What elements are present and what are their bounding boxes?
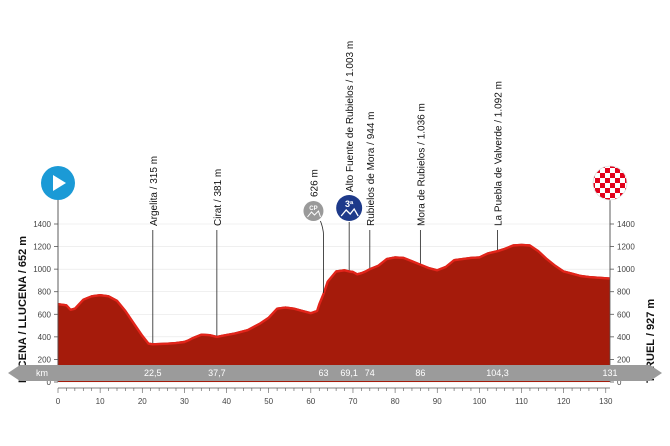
annotation-label: Rubielos de Mora / 944 m (366, 111, 377, 226)
annotation-label: Alto Fuente de Rubielos / 1.003 m (345, 41, 356, 192)
finish-check-square (610, 193, 615, 198)
finish-check-square (595, 178, 600, 183)
finish-check-square (615, 188, 620, 193)
km-marker-label: 22,5 (144, 368, 162, 378)
finish-check-square (593, 183, 595, 188)
annotations: Argelita / 315 m Cirat / 381 m CP 626 m 3ª Al… (149, 41, 504, 344)
finish-check-square (610, 166, 615, 168)
x-tick-label: 40 (222, 397, 231, 406)
finish-check-square (595, 168, 600, 173)
x-tick-label: 60 (306, 397, 315, 406)
x-tick-label: 120 (557, 397, 571, 406)
profile-edge (57, 243, 611, 346)
climb-category-label: 3ª (345, 199, 354, 209)
left-y-axis: 0 200 400 600 800 1000 1200 1400 LUCENA / LLUCEN… (17, 195, 59, 387)
right-y-tick-label: 400 (617, 333, 631, 342)
finish-check-square (593, 193, 595, 198)
finish-check-square (620, 173, 625, 178)
finish-check-square (605, 198, 610, 200)
mountain-icon (307, 210, 321, 218)
left-y-tick-label: 400 (38, 333, 52, 342)
x-tick-label: 70 (349, 397, 358, 406)
finish-check-square (610, 183, 615, 188)
right-y-tick-label: 1000 (617, 265, 635, 274)
finish-check-square (620, 193, 625, 198)
checkered-flag-icon (593, 166, 627, 200)
right-y-tick-label: 800 (617, 288, 631, 297)
x-tick-label: 80 (391, 397, 400, 406)
annotation-label: Cirat / 381 m (213, 169, 224, 226)
km-marker-label: 63 (318, 368, 328, 378)
x-tick-label: 20 (138, 397, 147, 406)
x-tick-label: 110 (515, 397, 528, 406)
sprint-badge-label: CP (309, 206, 317, 212)
left-y-tick-label: 1400 (33, 220, 51, 229)
x-tick-label: 130 (599, 397, 613, 406)
left-y-tick-label: 200 (38, 355, 52, 364)
finish-check-square (625, 168, 627, 173)
right-y-tick-label: 0 (617, 378, 622, 387)
right-y-tick-label: 1400 (617, 220, 635, 229)
finish-check-square (600, 193, 605, 198)
x-tick-label: 100 (473, 397, 487, 406)
km-band: km 22,5 37,7 63 69,1 74 86 104,3 131 (8, 365, 662, 381)
right-y-tick-label: 600 (617, 310, 631, 319)
finish-check-square (593, 166, 595, 168)
finish-check-square (600, 173, 605, 178)
finish-check-square (610, 173, 615, 178)
finish-icon-ring (592, 165, 628, 201)
right-y-tick-label: 200 (617, 355, 631, 364)
profile-area (57, 243, 611, 382)
finish-check-square (600, 183, 605, 188)
play-arrow-icon (53, 175, 66, 191)
finish-check-square (595, 188, 600, 193)
finish-check-square (605, 188, 610, 193)
x-tick-label: 50 (264, 397, 273, 406)
left-y-tick-label: 800 (38, 288, 52, 297)
right-y-axis: 0 200 400 600 800 1000 1200 1400 TERUEL / 927 m (609, 195, 657, 387)
mountain-icon (340, 207, 359, 217)
km-unit-label: km (36, 368, 48, 378)
km-marker-label: 104,3 (486, 368, 509, 378)
annotation-label: Argelita / 315 m (149, 156, 160, 226)
km-band-bar (8, 365, 662, 381)
finish-check-square (615, 178, 620, 183)
finish-check-square (625, 178, 627, 183)
finish-check-square (620, 183, 625, 188)
left-y-tick-label: 0 (47, 378, 52, 387)
left-y-tick-label: 1200 (33, 243, 51, 252)
km-marker-label: 74 (365, 368, 375, 378)
x-tick-label: 0 (56, 397, 61, 406)
finish-check-square (625, 198, 627, 200)
left-y-tick-label: 600 (38, 310, 52, 319)
km-marker-label: 86 (415, 368, 425, 378)
annotation-label: 626 m (309, 169, 320, 197)
finish-check-square (605, 168, 610, 173)
annotation-label: La Puebla de Valverde / 1.092 m (493, 81, 504, 226)
right-y-tick-label: 1200 (617, 243, 635, 252)
left-y-tick-label: 1000 (33, 265, 51, 274)
km-marker-label: 37,7 (208, 368, 226, 378)
x-tick-label: 90 (433, 397, 442, 406)
annotation-label: Mora de Rubielos / 1.036 m (416, 103, 427, 226)
km-marker-label: 69,1 (340, 368, 358, 378)
x-tick-label: 30 (180, 397, 189, 406)
finish-check-square (620, 166, 625, 168)
x-axis: 0 10 20 30 40 50 60 70 80 90 100 110 120 130 (56, 387, 613, 406)
finish-town-label: TERUEL / 927 m (645, 299, 657, 383)
finish-check-square (605, 178, 610, 183)
annotation-leader (320, 220, 324, 293)
finish-check-square (615, 168, 620, 173)
start-town-label: LUCENA / LLUCENA / 652 m (17, 236, 29, 383)
km-marker-label: 131 (602, 368, 617, 378)
finish-check-square (595, 198, 600, 200)
profile-fill (58, 243, 610, 382)
x-tick-label: 10 (96, 397, 105, 406)
